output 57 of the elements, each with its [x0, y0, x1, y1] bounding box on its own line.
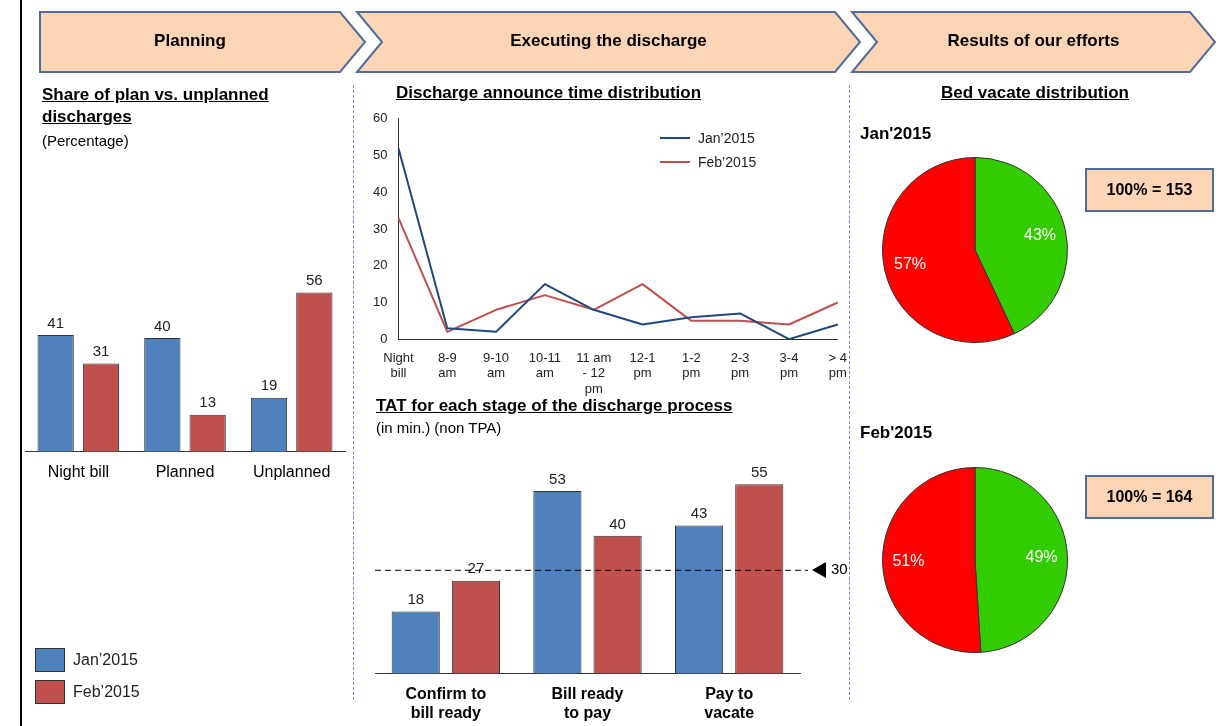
x-tick-label: Bill ready to pay — [551, 684, 624, 721]
y-tick-label: 60 — [372, 110, 388, 126]
x-tick-label: Night bill — [47, 462, 110, 480]
text: 100% = 153 — [1085, 168, 1214, 212]
legend-label: Feb’2015 — [698, 154, 757, 170]
ref-line-label: 30 — [831, 560, 848, 578]
data-label: 19 — [260, 376, 278, 394]
chart-subtitle: (Percentage) — [42, 132, 129, 149]
legend-label: Jan’2015 — [698, 130, 755, 146]
chart-title: Bed vacate distribution — [940, 82, 1130, 104]
y-tick-label: 50 — [372, 147, 388, 163]
y-tick-label: 20 — [372, 257, 388, 273]
legend-label: Jan’2015 — [73, 651, 138, 669]
data-label: 41 — [47, 313, 65, 331]
legend-label: Feb’2015 — [73, 683, 140, 701]
x-tick-label: Unplanned — [252, 462, 331, 480]
x-tick-label: Confirm to bill ready — [405, 684, 487, 721]
x-tick-label: Night bill — [383, 349, 415, 381]
text: Planning — [153, 31, 227, 51]
y-tick-label: 40 — [372, 183, 388, 199]
chart-subtitle: Jan'2015 — [860, 124, 932, 144]
y-tick-label: 30 — [372, 220, 388, 236]
x-tick-label: 9-10 am — [483, 349, 510, 381]
data-label: 27 — [467, 559, 485, 577]
chart-title: Discharge announce time distribution — [396, 82, 703, 104]
x-tick-label: > 4 pm — [828, 349, 847, 381]
y-tick-label: 10 — [372, 294, 388, 310]
data-label: 56 — [305, 271, 323, 289]
data-label: 40 — [153, 316, 171, 334]
x-tick-label: Pay to vacate — [704, 684, 755, 721]
x-tick-label: 8-9 am — [437, 349, 457, 381]
y-tick-label: 0 — [380, 330, 388, 346]
data-label: 49% — [1025, 548, 1058, 566]
data-label: 40 — [609, 514, 626, 532]
data-label: 55 — [750, 462, 768, 480]
text: Executing the discharge — [509, 31, 708, 51]
data-label: 51% — [892, 552, 925, 570]
data-label: 43 — [690, 504, 708, 522]
chart-title: TAT for each stage of the discharge process — [376, 396, 734, 417]
data-label: 18 — [407, 590, 425, 608]
x-tick-label: 10-11 am — [528, 349, 562, 381]
data-label: 31 — [92, 342, 110, 360]
data-label: 53 — [549, 469, 566, 487]
x-tick-label: 11 am - 12 pm — [576, 349, 612, 396]
data-label: 57% — [893, 254, 927, 272]
x-tick-label: Planned — [155, 462, 215, 480]
x-tick-label: 12-1 pm — [629, 349, 656, 381]
x-tick-label: 2-3 pm — [730, 349, 750, 381]
text: Results of our efforts — [946, 31, 1121, 51]
chart-title: Share of plan vs. unplanned discharges — [42, 84, 270, 128]
chart-subtitle: (in min.) (non TPA) — [376, 419, 502, 436]
x-tick-label: 3-4 pm — [779, 349, 799, 381]
text: 100% = 164 — [1085, 475, 1214, 519]
data-label: 13 — [199, 393, 217, 411]
x-tick-label: 1-2 pm — [681, 349, 701, 381]
chart-title: Feb'2015 — [860, 422, 934, 444]
data-label: 43% — [1023, 225, 1057, 243]
